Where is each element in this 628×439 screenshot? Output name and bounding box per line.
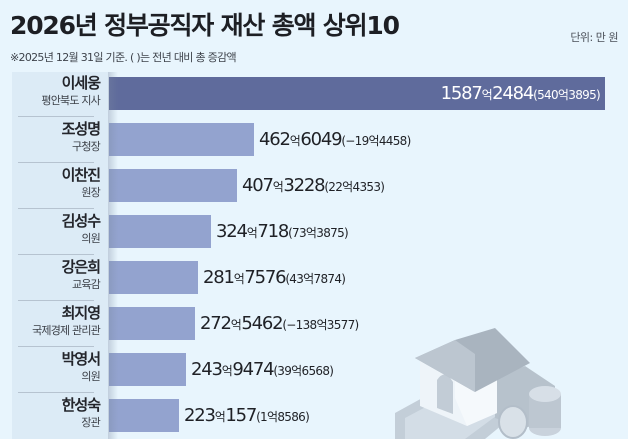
asset-bar bbox=[109, 169, 237, 202]
asset-bar bbox=[109, 77, 605, 110]
change-value: (39억6568) bbox=[273, 364, 334, 378]
eok-unit: 억 bbox=[233, 272, 245, 286]
value-man: 6049 bbox=[300, 129, 342, 150]
eok-unit: 억 bbox=[272, 180, 284, 194]
eok-unit: 억 bbox=[221, 364, 233, 378]
change-value: (73억3875) bbox=[288, 226, 349, 240]
official-name: 이세웅 bbox=[61, 74, 101, 92]
change-value: (540억3895) bbox=[533, 88, 601, 102]
value-eok: 324 bbox=[216, 221, 248, 242]
value-eok: 462 bbox=[259, 129, 291, 150]
row-divider bbox=[18, 254, 94, 255]
axis-shadow bbox=[108, 72, 118, 439]
row-divider bbox=[18, 300, 94, 301]
value-eok: 407 bbox=[242, 175, 274, 196]
official-name: 박영서 bbox=[61, 350, 101, 368]
house-coins-illustration bbox=[395, 328, 561, 439]
change-value: (−19억4458) bbox=[341, 134, 411, 148]
asset-bar bbox=[109, 353, 186, 386]
value-eok: 243 bbox=[191, 359, 223, 380]
change-value: (−138억3577) bbox=[282, 318, 359, 332]
value-eok: 272 bbox=[200, 313, 232, 334]
change-value: (22억4353) bbox=[324, 180, 385, 194]
row-divider bbox=[18, 162, 94, 163]
value-man: 3228 bbox=[283, 175, 325, 196]
official-role: 의원 bbox=[81, 370, 100, 383]
value-man: 718 bbox=[257, 221, 289, 242]
eok-unit: 억 bbox=[289, 134, 301, 148]
value-man: 2484 bbox=[492, 83, 534, 104]
value-label: 243억9474(39억6568) bbox=[191, 359, 334, 381]
eok-unit: 억 bbox=[246, 226, 258, 240]
official-name: 조성명 bbox=[61, 120, 101, 138]
official-name: 최지영 bbox=[61, 304, 101, 322]
value-label: 324억718(73억3875) bbox=[216, 221, 349, 243]
asset-bar bbox=[109, 261, 198, 294]
value-eok: 1587 bbox=[440, 83, 483, 104]
value-eok: 281 bbox=[203, 267, 235, 288]
value-eok: 223 bbox=[184, 405, 216, 426]
change-value: (43억7874) bbox=[285, 272, 346, 286]
row-divider bbox=[18, 208, 94, 209]
value-label: 272억5462(−138억3577) bbox=[200, 314, 359, 335]
official-role: 원장 bbox=[81, 186, 100, 199]
value-label: 462억6049(−19억4458) bbox=[259, 130, 411, 151]
chart-title: 2026년 정부공직자 재산 총액 상위10 bbox=[10, 11, 400, 40]
value-man: 157 bbox=[225, 405, 257, 426]
official-role: 평안북도 지사 bbox=[41, 94, 100, 107]
change-value: (1억8586) bbox=[256, 410, 310, 424]
official-role: 교육감 bbox=[72, 278, 101, 291]
value-label: 1587억2484(540억3895) bbox=[440, 83, 601, 105]
official-role: 구청장 bbox=[72, 140, 101, 153]
value-label: 223억157(1억8586) bbox=[184, 405, 310, 427]
asset-bar bbox=[109, 307, 195, 340]
asset-bar bbox=[109, 399, 179, 432]
row-divider bbox=[18, 392, 94, 393]
value-man: 9474 bbox=[232, 359, 274, 380]
official-name: 이찬진 bbox=[61, 166, 101, 184]
label-panel bbox=[12, 72, 108, 439]
official-name: 한성숙 bbox=[61, 396, 101, 414]
eok-unit: 억 bbox=[230, 318, 242, 332]
eok-unit: 억 bbox=[481, 88, 493, 102]
official-name: 강은희 bbox=[61, 258, 101, 276]
official-name: 김성수 bbox=[61, 212, 101, 230]
official-role: 의원 bbox=[81, 232, 100, 245]
chart-subtitle: ※2025년 12월 31일 기준. ( )는 전년 대비 총 증감액 bbox=[10, 51, 237, 64]
official-role: 국제경제 관리관 bbox=[32, 324, 101, 337]
value-label: 407억3228(22억4353) bbox=[242, 175, 385, 197]
row-divider bbox=[18, 346, 94, 347]
asset-bar bbox=[109, 123, 254, 156]
unit-label: 단위: 만 원 bbox=[570, 31, 618, 44]
value-man: 7576 bbox=[244, 267, 286, 288]
row-divider bbox=[18, 116, 94, 117]
asset-bar bbox=[109, 215, 211, 248]
value-man: 5462 bbox=[241, 313, 283, 334]
official-role: 장관 bbox=[81, 416, 100, 429]
value-label: 281억7576(43억7874) bbox=[203, 267, 346, 289]
eok-unit: 억 bbox=[214, 410, 226, 424]
